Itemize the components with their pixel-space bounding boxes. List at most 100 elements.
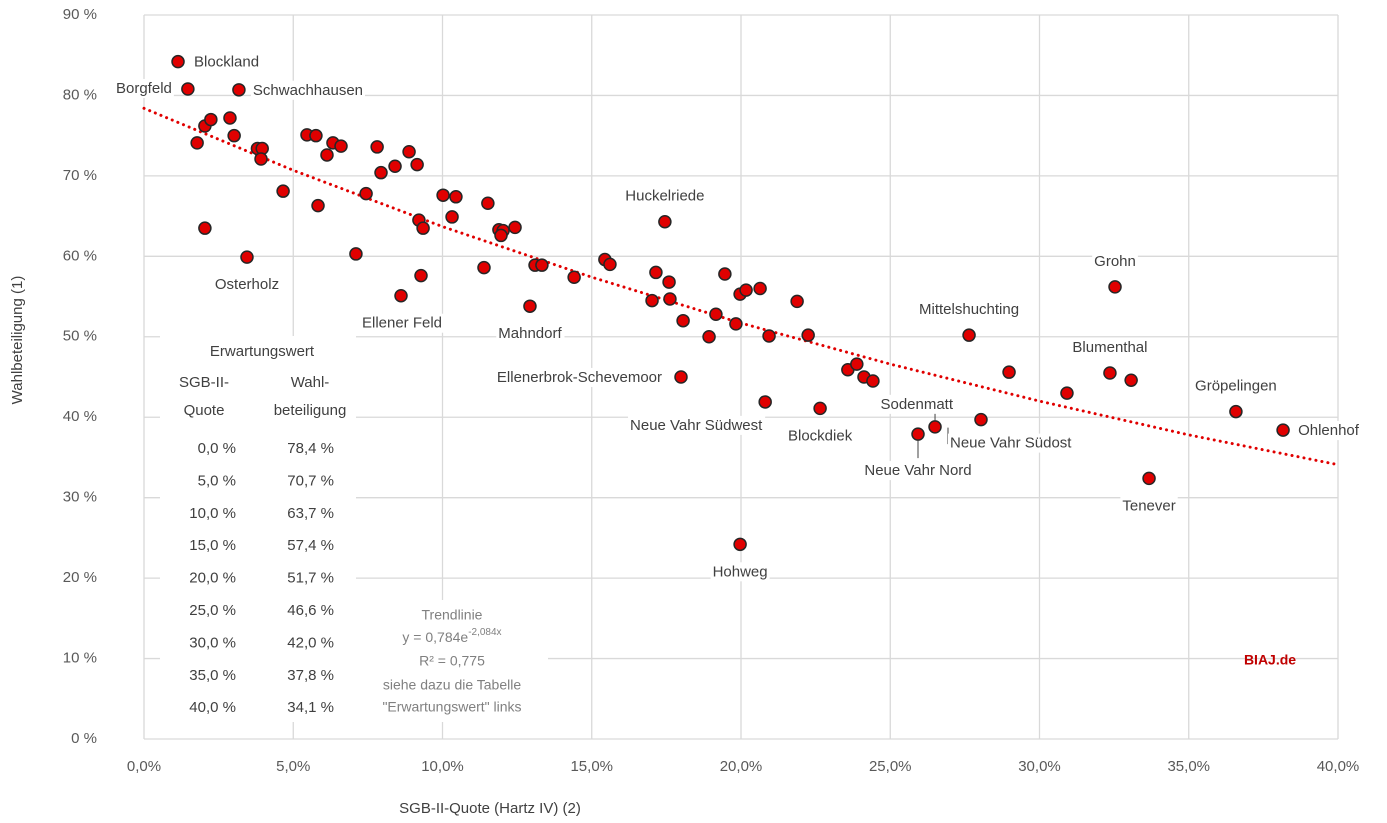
point	[416, 221, 430, 235]
label-bg	[917, 300, 1022, 320]
table-header: Quote	[184, 402, 225, 419]
label-bg	[1092, 251, 1138, 271]
label-bg	[628, 415, 766, 435]
table-cell: 70,7 %	[287, 472, 334, 489]
table-cell: 51,7 %	[287, 570, 334, 587]
point	[309, 128, 323, 143]
y-tick-label: 90 %	[63, 6, 97, 23]
label-bg	[947, 433, 1075, 453]
point-label: Grohn	[1094, 253, 1136, 270]
table-cell: 20,0 %	[189, 570, 236, 587]
point-label: Neue Vahr Nord	[864, 462, 971, 479]
table-header: Wahl-	[291, 374, 330, 391]
point-label: Gröpelingen	[1195, 378, 1277, 395]
point	[801, 328, 815, 342]
point	[410, 157, 424, 172]
point	[402, 145, 416, 159]
point	[1002, 365, 1016, 379]
table-cell: 10,0 %	[189, 505, 236, 522]
table-box	[160, 336, 356, 722]
point	[1108, 280, 1122, 294]
point	[753, 281, 767, 296]
point	[603, 257, 617, 272]
label-bg	[212, 275, 282, 295]
trend-r2: R² = 0,775	[419, 653, 485, 669]
point	[702, 330, 716, 344]
point-label: Mittelshuchting	[919, 301, 1019, 318]
point	[739, 283, 753, 297]
point	[813, 401, 827, 416]
point	[477, 260, 491, 275]
x-tick-label: 35,0%	[1167, 758, 1210, 775]
point	[676, 313, 690, 328]
point	[733, 537, 747, 552]
point	[508, 220, 522, 235]
point	[311, 198, 325, 213]
table-cell: 25,0 %	[189, 602, 236, 619]
point	[567, 270, 581, 284]
label-bg	[623, 186, 707, 206]
point	[790, 294, 804, 309]
point-label: Mahndorf	[498, 325, 562, 342]
x-tick-label: 40,0%	[1317, 758, 1360, 775]
point	[974, 412, 988, 427]
point	[1060, 386, 1074, 400]
table-cell: 5,0 %	[198, 472, 236, 489]
point	[227, 128, 241, 143]
x-axis-title: SGB-II-Quote (Hartz IV) (2)	[399, 800, 581, 817]
point-label: Huckelriede	[625, 188, 704, 205]
point	[866, 374, 880, 388]
point	[1229, 404, 1243, 419]
point	[394, 289, 408, 303]
trend-title: Trendlinie	[422, 607, 483, 623]
point-label: Ellenerbrok-Schevemoor	[497, 369, 662, 386]
point	[171, 54, 185, 69]
table-header: SGB-II-	[179, 374, 229, 391]
point-label: Osterholz	[215, 276, 279, 293]
y-tick-label: 80 %	[63, 86, 97, 103]
point	[762, 329, 776, 343]
point	[758, 395, 772, 409]
point-label: Sodenmatt	[880, 396, 953, 413]
trend-equation: y = 0,784e-2,084x	[402, 627, 501, 645]
point	[445, 210, 459, 224]
point-label: Blumenthal	[1072, 339, 1147, 356]
point	[449, 190, 463, 204]
point	[414, 268, 428, 283]
y-tick-label: 40 %	[63, 408, 97, 425]
table-cell: 78,4 %	[287, 440, 334, 457]
label-bg	[250, 80, 366, 100]
x-tick-label: 30,0%	[1018, 758, 1061, 775]
y-tick-label: 0 %	[71, 730, 97, 747]
point	[370, 140, 384, 154]
table-cell: 0,0 %	[198, 440, 236, 457]
trend-note: "Erwartungswert" links	[382, 699, 521, 715]
point-label: Ohlenhof	[1298, 422, 1360, 439]
point-label: Neue Vahr Südost	[950, 435, 1072, 452]
point	[232, 83, 246, 97]
point	[962, 328, 976, 342]
point	[181, 82, 195, 96]
point-labels: Blockland Borgfeld Schwachhausen Osterholz E…	[114, 52, 1362, 582]
label-bg	[1193, 376, 1279, 396]
point	[535, 258, 549, 272]
x-tick-label: 5,0%	[276, 758, 310, 775]
point-label: Schwachhausen	[253, 82, 363, 99]
label-bg	[1070, 337, 1150, 357]
point-label: Tenever	[1122, 497, 1175, 514]
point	[349, 247, 363, 261]
point	[928, 420, 942, 434]
point	[729, 317, 743, 331]
table-cell: 15,0 %	[189, 537, 236, 554]
point	[254, 152, 268, 166]
table-cell: 57,4 %	[287, 537, 334, 554]
point	[709, 307, 723, 322]
label-bg	[359, 313, 445, 333]
y-axis-title: Wahlbeteiligung (1)	[9, 276, 26, 405]
table-cell: 63,7 %	[287, 505, 334, 522]
point	[374, 165, 388, 180]
label-bg	[878, 394, 956, 414]
point	[388, 159, 402, 173]
point	[276, 184, 290, 198]
point	[359, 186, 373, 201]
